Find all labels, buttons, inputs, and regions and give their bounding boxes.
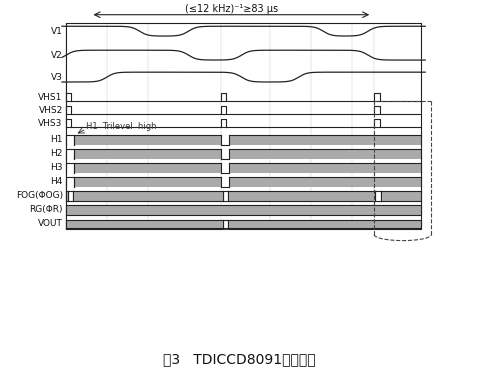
Bar	[229, 149, 421, 159]
Text: H3: H3	[50, 163, 63, 172]
Text: H1  Trilevel  high: H1 Trilevel high	[86, 122, 157, 131]
Bar	[229, 163, 421, 173]
Bar	[228, 220, 421, 228]
Text: H2: H2	[50, 150, 63, 159]
Text: (≤12 kHz)⁻¹≥83 μs: (≤12 kHz)⁻¹≥83 μs	[185, 4, 278, 14]
Bar	[74, 163, 221, 173]
Text: RG(ΦR): RG(ΦR)	[29, 205, 63, 214]
Bar	[74, 135, 221, 145]
Text: VHS1: VHS1	[38, 92, 63, 102]
Text: V2: V2	[51, 50, 63, 59]
Bar	[66, 205, 421, 215]
Bar	[74, 177, 221, 187]
Text: FOG(ΦOG): FOG(ΦOG)	[16, 191, 63, 200]
Text: VOUT: VOUT	[38, 219, 63, 228]
Text: VHS3: VHS3	[38, 119, 63, 128]
Text: 图3   TDICCD8091工作时序: 图3 TDICCD8091工作时序	[163, 353, 316, 367]
Text: V3: V3	[51, 73, 63, 82]
Bar	[74, 149, 221, 159]
Bar	[66, 220, 223, 228]
Text: VHS2: VHS2	[38, 105, 63, 114]
Text: V1: V1	[51, 27, 63, 36]
Bar	[228, 191, 376, 201]
Bar	[73, 191, 223, 201]
Text: H1: H1	[50, 135, 63, 144]
Bar	[229, 177, 421, 187]
Text: H4: H4	[50, 177, 63, 186]
Bar	[381, 191, 421, 201]
Bar	[66, 191, 68, 201]
Bar	[229, 135, 421, 145]
